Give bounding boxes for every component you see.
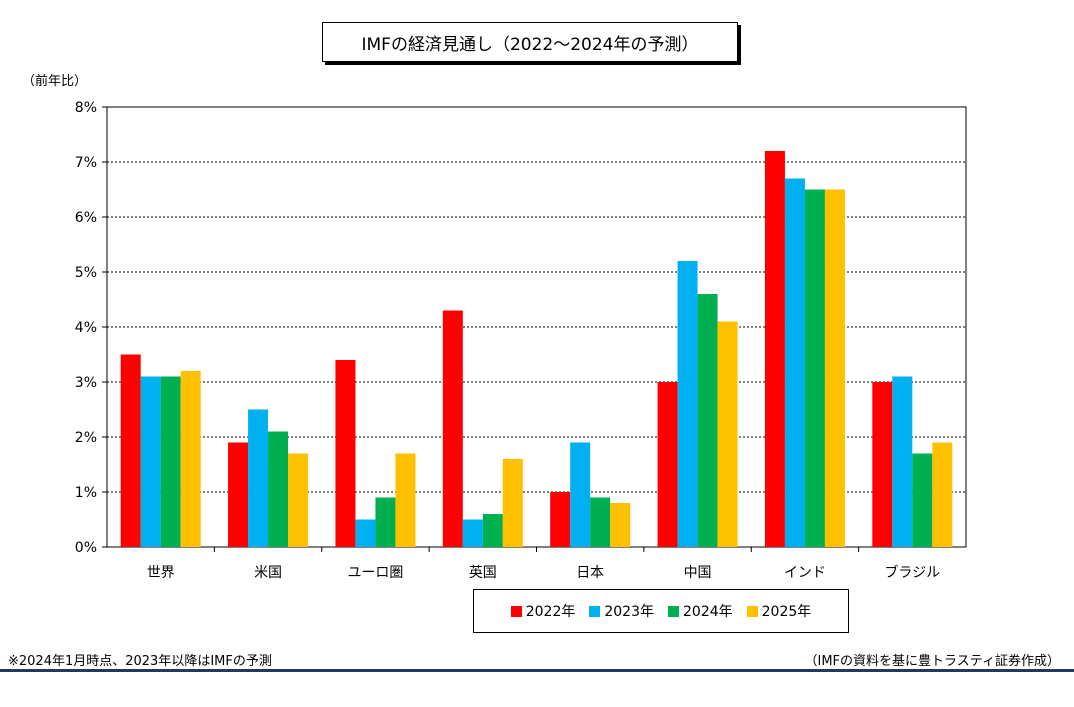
bar-2025年-インド	[824, 189, 845, 547]
bar-2024年-日本	[590, 497, 611, 547]
chart-legend: 2022年 2023年 2024年 2025年	[473, 589, 849, 633]
bar-2025年-日本	[610, 503, 631, 547]
legend-swatch	[589, 605, 601, 617]
bar-2024年-英国	[482, 514, 503, 547]
bar-2022年-英国	[442, 310, 463, 547]
bar-2023年-英国	[462, 519, 483, 547]
chart-title: IMFの経済見通し（2022～2024年の予測）	[322, 22, 738, 62]
legend-swatch	[668, 605, 679, 617]
x-tick-label: 世界	[147, 565, 175, 581]
bar-2022年-ブラジル	[872, 382, 893, 547]
legend-item: 2024年	[668, 601, 733, 621]
y-tick-label: 8%	[75, 100, 97, 116]
bar-2022年-世界	[120, 354, 141, 547]
x-tick-label: インド	[784, 565, 826, 581]
bar-2022年-インド	[764, 151, 785, 547]
y-tick-label: 1%	[75, 485, 97, 501]
y-tick-label: 5%	[75, 265, 97, 281]
bar-2022年-ユーロ圏	[335, 360, 356, 547]
bar-2022年-中国	[657, 382, 678, 547]
bar-2025年-ブラジル	[932, 442, 953, 547]
x-tick-label: ユーロ圏	[347, 565, 403, 581]
bar-2025年-米国	[288, 453, 309, 547]
footnote-left: ※2024年1月時点、2023年以降はIMFの予測	[8, 654, 272, 669]
legend-item: 2022年	[510, 601, 576, 621]
bar-2025年-世界	[180, 371, 201, 547]
bar-2025年-英国	[502, 459, 523, 547]
x-tick-label: 米国	[254, 565, 282, 581]
x-tick-label: 中国	[684, 565, 712, 581]
bar-2025年-中国	[717, 321, 738, 547]
bar-2022年-米国	[228, 442, 249, 547]
bar-2024年-ユーロ圏	[375, 497, 396, 547]
legend-label: 2023年	[604, 604, 654, 620]
legend-swatch	[510, 605, 522, 617]
legend-label: 2025年	[761, 604, 812, 620]
y-tick-label: 2%	[75, 430, 97, 446]
bar-2025年-ユーロ圏	[395, 453, 416, 547]
bar-2023年-インド	[784, 178, 805, 547]
bar-2022年-日本	[550, 492, 571, 547]
y-tick-label: 6%	[75, 210, 97, 226]
bar-2024年-世界	[160, 376, 181, 547]
legend-item: 2023年	[589, 601, 654, 621]
bar-2024年-インド	[804, 189, 825, 547]
y-tick-label: 7%	[75, 155, 97, 171]
x-tick-label: 英国	[469, 564, 497, 581]
bar-2023年-ユーロ圏	[355, 519, 376, 547]
y-tick-label: 0%	[75, 540, 97, 556]
bar-2024年-中国	[697, 294, 718, 547]
legend-item: 2025年	[746, 601, 812, 621]
legend-swatch	[746, 605, 758, 617]
bar-2023年-ブラジル	[892, 376, 913, 547]
bar-2024年-米国	[268, 431, 289, 547]
bar-2023年-世界	[140, 376, 161, 547]
legend-label: 2024年	[683, 604, 733, 620]
x-tick-label: ブラジル	[884, 564, 940, 581]
legend-label: 2022年	[525, 604, 576, 620]
y-tick-label: 4%	[75, 320, 97, 336]
bar-2024年-ブラジル	[912, 453, 933, 547]
bar-2023年-日本	[570, 442, 591, 547]
x-tick-label: 日本	[576, 565, 604, 581]
y-tick-label: 3%	[75, 375, 97, 391]
source-note: （IMFの資料を基に豊トラスティ証券作成）	[804, 654, 1061, 669]
y-axis-unit-label: （前年比）	[22, 74, 88, 89]
bar-2023年-米国	[248, 409, 269, 547]
bottom-divider	[0, 669, 1074, 672]
bar-2023年-中国	[677, 261, 698, 547]
